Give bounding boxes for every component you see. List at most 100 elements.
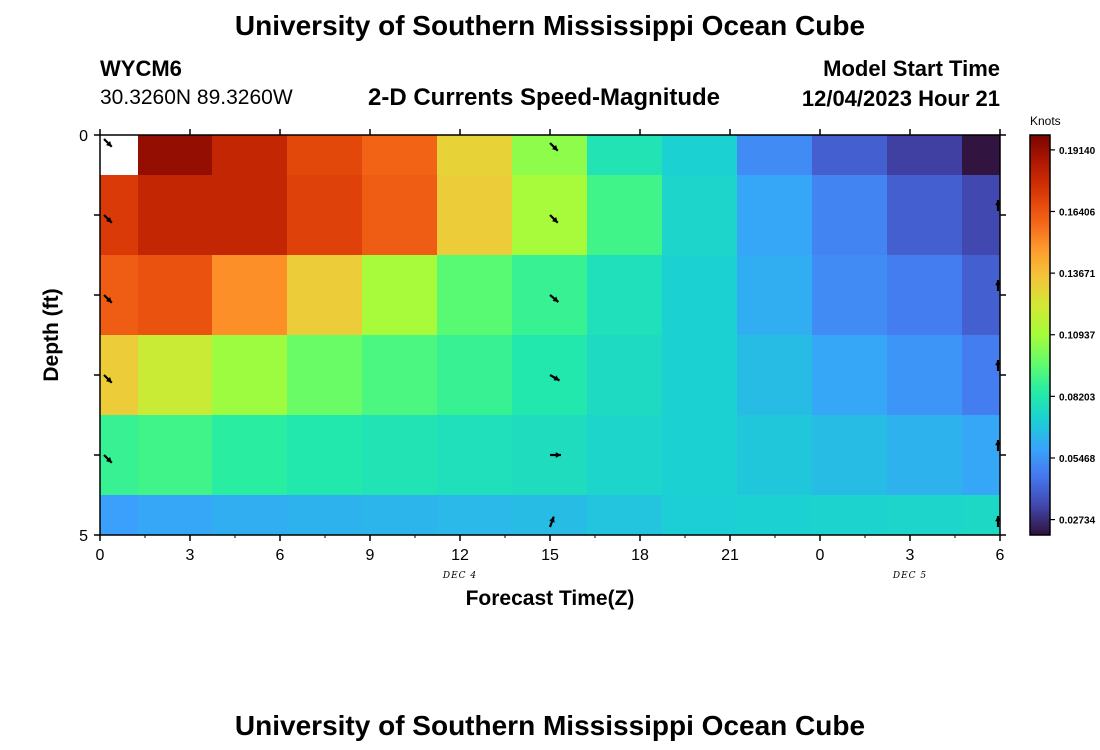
heatmap-cell (512, 335, 588, 416)
heatmap-cell (737, 415, 813, 496)
heatmap-cell (437, 415, 513, 496)
x-tick-label: 3 (906, 547, 915, 564)
heatmap-cell (962, 255, 1001, 336)
day-label: DEC 5 (892, 571, 927, 581)
y-tick-label: 5 (79, 528, 88, 545)
x-tick-label: 0 (96, 547, 105, 564)
colorbar-tick-label: 0.08203 (1059, 392, 1096, 403)
current-arrow (550, 452, 561, 458)
current-arrow (549, 142, 559, 152)
current-arrow (549, 214, 559, 224)
heatmap-cell (662, 135, 738, 176)
heatmap-cell (437, 255, 513, 336)
heatmap-cell (962, 495, 1001, 536)
heatmap-cell (662, 415, 738, 496)
heatmap-cell (212, 135, 288, 176)
heatmap-cell (287, 255, 363, 336)
current-arrow (103, 374, 113, 384)
heatmap-cell (812, 255, 888, 336)
colorbar-tick-label: 0.16406 (1059, 207, 1096, 218)
colorbar-tick-label: 0.02734 (1059, 516, 1096, 527)
heatmap-cell (437, 175, 513, 256)
heatmap-cell (100, 255, 139, 336)
x-tick-label: 12 (451, 547, 469, 564)
heatmap-cell (662, 335, 738, 416)
heatmap-cell (138, 335, 213, 416)
heatmap-cell (887, 495, 963, 536)
chart-subtitle: 2-D Currents Speed-Magnitude (368, 84, 721, 111)
heatmap-cell (737, 255, 813, 336)
heatmap-cell (737, 135, 813, 176)
heatmap-cell (512, 255, 588, 336)
heatmap-cell (287, 135, 363, 176)
heatmap-cell (512, 415, 588, 496)
x-tick-label: 6 (276, 547, 285, 564)
heatmap-cell (287, 335, 363, 416)
heatmap-cell (362, 335, 438, 416)
heatmap-cell (737, 495, 813, 536)
heatmap-cell (138, 135, 213, 176)
heatmap-cell (887, 335, 963, 416)
heatmap-cell (737, 335, 813, 416)
heatmap-cell (662, 175, 738, 256)
colorbar (1029, 134, 1051, 536)
x-tick-label: 21 (721, 547, 739, 564)
model-start-value: 12/04/2023 Hour 21 (801, 86, 1000, 111)
heatmap-cell (212, 335, 288, 416)
heatmap-cell (362, 495, 438, 536)
station-location: 30.3260N 89.3260W (100, 86, 293, 109)
x-tick-label: 0 (816, 547, 825, 564)
colorbar-tick-label: 0.13671 (1059, 269, 1096, 280)
heatmap-cell (437, 335, 513, 416)
station-id: WYCM6 (100, 56, 182, 81)
colorbar-unit: Knots (1030, 114, 1061, 128)
heatmap-cell (887, 415, 963, 496)
heatmap-cell (362, 175, 438, 256)
heatmap-cell (138, 255, 213, 336)
heatmap-cell (812, 335, 888, 416)
x-tick-label: 3 (186, 547, 195, 564)
heatmap-cell (962, 335, 1001, 416)
heatmap-cell (812, 175, 888, 256)
heatmap-cell (887, 175, 963, 256)
heatmap-cell (962, 135, 1001, 176)
model-start-label: Model Start Time (823, 56, 1000, 81)
day-label: DEC 4 (442, 571, 477, 581)
x-tick-label: 9 (366, 547, 375, 564)
heatmap-cell (962, 175, 1001, 256)
heatmap-cell (362, 135, 438, 176)
heatmap-cell (100, 495, 139, 536)
heatmap-cell (587, 175, 663, 256)
current-arrow (103, 214, 113, 224)
heatmap-cell (662, 255, 738, 336)
heatmap-cell (100, 415, 139, 496)
heatmap-cell (212, 255, 288, 336)
heatmap-cell (587, 255, 663, 336)
heatmap-cell (887, 135, 963, 176)
heatmap-cell (100, 175, 139, 256)
heatmap-cell (737, 175, 813, 256)
current-arrow (103, 454, 113, 464)
x-axis-label: Forecast Time(Z) (466, 587, 635, 610)
heatmap-cell (362, 255, 438, 336)
heatmap-cell (587, 135, 663, 176)
current-arrow (103, 294, 113, 304)
heatmap-cell (587, 495, 663, 536)
heatmap-cell (512, 495, 588, 536)
heatmap-cell (437, 135, 513, 176)
heatmap-cell (812, 495, 888, 536)
heatmap-cell (962, 415, 1001, 496)
heatmap-cell (138, 415, 213, 496)
heatmap-cell (662, 495, 738, 536)
current-arrow (995, 280, 1001, 291)
current-arrow (548, 516, 555, 528)
heatmap-cell (812, 135, 888, 176)
x-tick-label: 15 (541, 547, 559, 564)
heatmap-cell (287, 415, 363, 496)
heatmap-cell (138, 495, 213, 536)
heatmap-cell (287, 175, 363, 256)
heatmap-cell (212, 175, 288, 256)
chart-title: University of Southern Mississippi Ocean… (234, 10, 866, 41)
current-arrow (995, 200, 1001, 211)
